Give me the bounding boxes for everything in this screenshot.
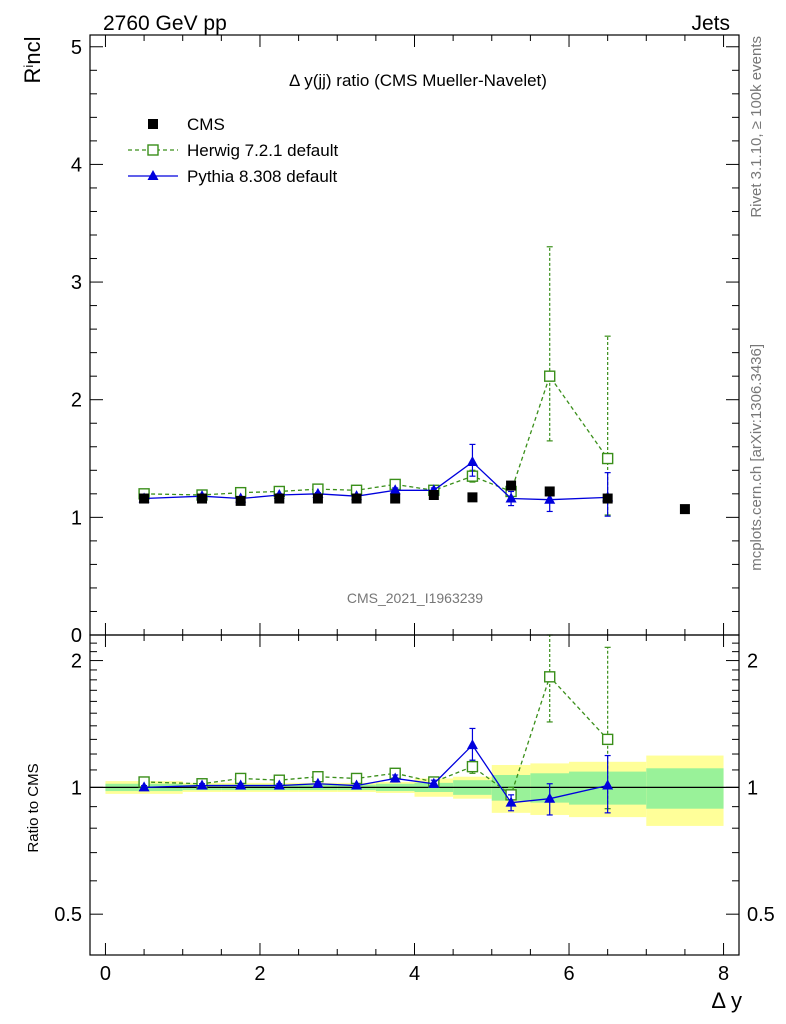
data-point — [390, 493, 401, 504]
data-point — [428, 490, 439, 500]
data-point — [273, 779, 285, 790]
y-tick-label-right: 0.5 — [747, 904, 775, 926]
data-point — [351, 779, 363, 790]
data-point — [312, 493, 323, 504]
series-line — [144, 461, 608, 501]
x-axis-label: Δ y — [711, 988, 742, 1013]
data-point — [196, 779, 208, 790]
data-point — [312, 777, 324, 788]
data-point — [351, 493, 362, 504]
main-y-axis-label: Rincl — [20, 37, 45, 84]
y-tick-label: 5 — [71, 37, 82, 59]
data-point — [601, 733, 614, 746]
data-point — [235, 779, 247, 790]
data-point — [544, 493, 556, 504]
y-tick-label: 2 — [71, 390, 82, 412]
x-tick-label: 2 — [254, 963, 265, 985]
data-point — [505, 796, 517, 807]
y-tick-label: 0 — [71, 625, 82, 647]
main-panel: 1 2 3 4 5 0 Δ y(jj) ratio (CMS Mueller-Navele… — [20, 34, 740, 647]
data-point — [602, 493, 613, 504]
plot-title: Δ y(jj) ratio (CMS Mueller-Navelet) — [289, 71, 547, 90]
series-line — [144, 374, 609, 496]
legend: CMS Herwig 7.2.1 default Pythia 8.308 defa… — [128, 115, 338, 186]
energy-label: 2760 GeV pp — [103, 12, 227, 35]
x-tick-label: 8 — [718, 963, 729, 985]
y-tick-label-right: 2 — [747, 651, 758, 673]
process-label: Jets — [691, 12, 730, 35]
data-point — [274, 493, 285, 504]
mcplots-label: mcplots.cern.ch [arXiv:1306.3436] — [748, 344, 765, 571]
rivet-version-label: Rivet 3.1.10, ≥ 100k events — [748, 36, 765, 218]
x-tick-label: 6 — [563, 963, 574, 985]
data-point — [506, 480, 517, 491]
data-point — [466, 739, 478, 750]
data-point — [544, 370, 556, 382]
data-point — [147, 170, 159, 180]
data-point — [235, 495, 246, 506]
data-point — [544, 671, 556, 683]
data-point — [544, 486, 555, 497]
data-point — [544, 792, 556, 803]
x-tick-label: 0 — [100, 963, 111, 985]
y-tick-label: 2 — [71, 651, 82, 673]
data-point — [197, 493, 208, 504]
data-point — [466, 760, 479, 773]
ratio-panel: 0 2 4 6 8 0.5 0.5 1 1 2 2 Ratio to CMS Δ y — [25, 634, 775, 1013]
data-point — [505, 492, 517, 503]
analysis-watermark: CMS_2021_I1963239 — [347, 590, 483, 606]
data-point — [389, 772, 401, 783]
data-point — [147, 144, 159, 156]
y-tick-label: 0.5 — [54, 904, 82, 926]
y-tick-label: 3 — [71, 272, 82, 294]
data-point — [679, 504, 690, 515]
legend-label: Pythia 8.308 default — [187, 167, 338, 186]
data-point — [466, 456, 478, 467]
y-tick-label: 4 — [71, 154, 82, 176]
data-point — [601, 452, 614, 465]
data-point — [139, 493, 150, 504]
legend-label: CMS — [187, 115, 225, 134]
uncertainty-band-inner — [646, 768, 724, 809]
y-tick-label-right: 1 — [747, 777, 758, 799]
data-point — [148, 119, 158, 129]
data-point — [467, 492, 478, 503]
y-tick-label: 1 — [71, 507, 82, 529]
data-point — [428, 777, 440, 788]
series-line — [144, 744, 608, 804]
y-tick-label: 1 — [71, 777, 82, 799]
series-line — [144, 675, 609, 796]
legend-label: Herwig 7.2.1 default — [187, 141, 338, 160]
data-point — [138, 781, 150, 792]
data-point — [389, 484, 401, 495]
x-tick-label: 4 — [409, 963, 420, 985]
ratio-y-axis-label: Ratio to CMS — [25, 763, 42, 852]
data-point — [602, 779, 614, 790]
